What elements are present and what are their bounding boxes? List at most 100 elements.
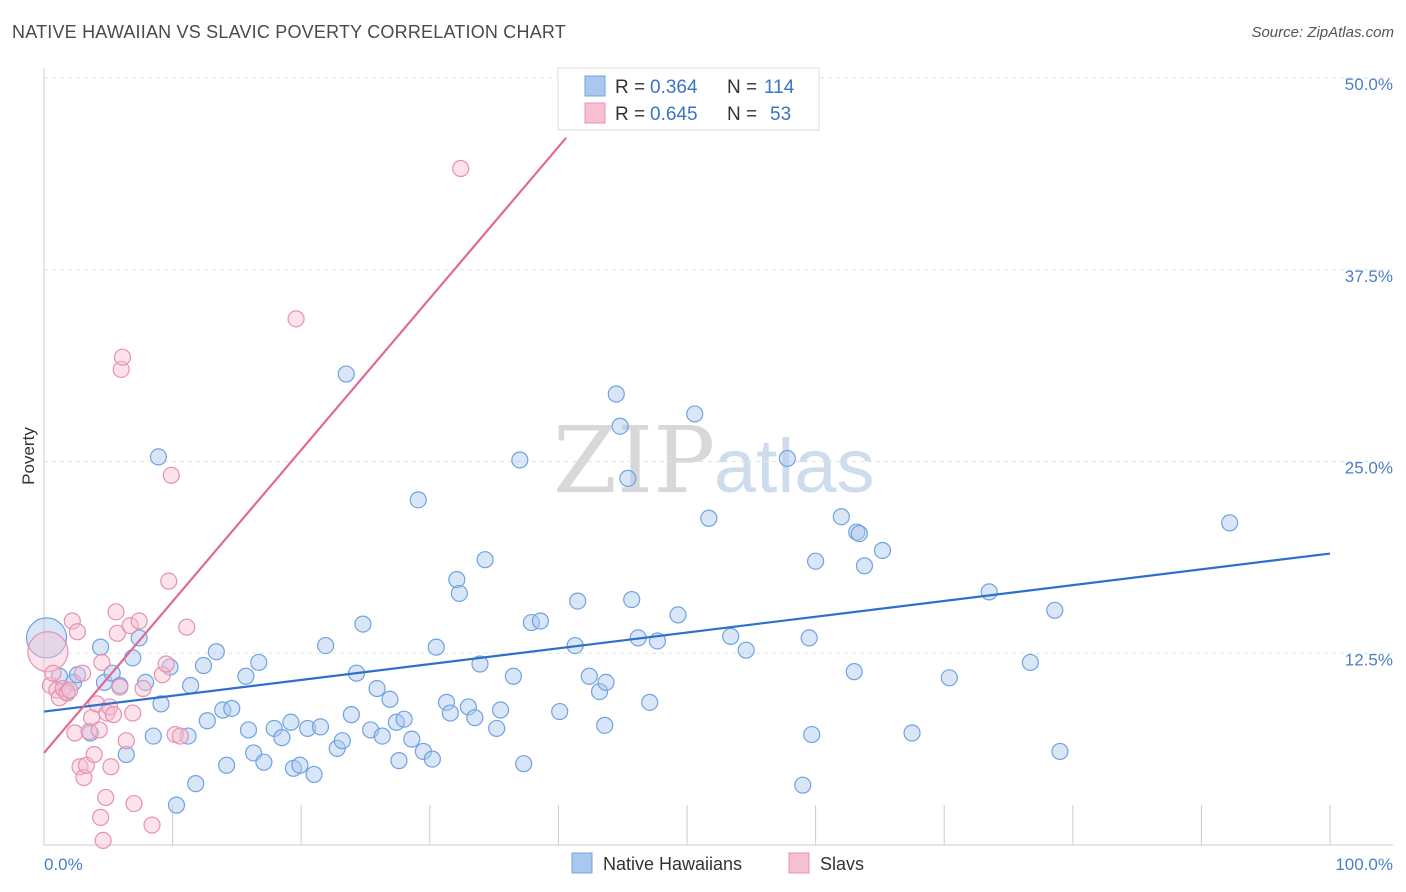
chart-title: NATIVE HAWAIIAN VS SLAVIC POVERTY CORREL…: [12, 22, 566, 42]
slavs-point: [162, 466, 180, 484]
native-hawaiian-point: [1221, 514, 1239, 532]
stats-legend: R = 0.364 N = 114 R = 0.645 N = 53: [557, 67, 820, 131]
y-tick-label-1: 25.0%: [1345, 459, 1393, 478]
native-hawaiian-point: [504, 667, 522, 685]
grid-lines: [44, 77, 1393, 654]
native-hawaiian-point: [207, 643, 225, 661]
native-hawaiian-point: [299, 719, 317, 738]
slavs-point: [143, 816, 161, 834]
native-hawaiian-point: [845, 663, 863, 681]
legend-n-label-1: N =: [727, 77, 757, 98]
slavs-point: [61, 681, 79, 699]
slavs-point: [117, 732, 135, 750]
native-hawaiian-point: [596, 716, 614, 734]
native-hawaiian-point: [381, 690, 399, 708]
native-hawaiian-point: [980, 583, 998, 601]
slavs-point: [134, 679, 152, 698]
legend-r-label-2: R =: [615, 104, 645, 125]
slavs-point: [97, 788, 115, 807]
slavs-point: [287, 310, 305, 328]
native-hawaiian-point: [91, 638, 110, 656]
native-hawaiian-point: [832, 508, 850, 526]
native-hawaiian-point: [305, 765, 323, 784]
native-hawaiian-point: [569, 592, 587, 610]
x-tick-label-1: 100.0%: [1335, 855, 1393, 874]
native-hawaiian-point: [607, 385, 625, 403]
legend-r-label-1: R =: [615, 77, 645, 98]
slavs-point: [93, 653, 111, 672]
native-hawaiian-point: [590, 682, 609, 701]
legend-swatch-pink: [584, 102, 606, 124]
native-hawaiian-point: [395, 710, 413, 728]
slavs-point: [153, 666, 171, 684]
series-native-hawaiians: [25, 365, 1239, 814]
native-hawaiian-point: [597, 673, 615, 691]
slavs-point: [111, 678, 129, 696]
native-hawaiian-point: [144, 727, 162, 745]
native-hawaiian-point: [466, 709, 484, 727]
native-hawaiian-point: [855, 557, 874, 575]
slavs-point: [58, 684, 76, 702]
native-hawaiian-point: [1021, 653, 1039, 672]
native-hawaiian-point: [194, 656, 213, 675]
legend-r-value-2: 0.645: [650, 104, 698, 125]
native-hawaiian-point: [409, 491, 427, 509]
bottom-legend-slavs: Slavs: [820, 854, 864, 874]
slavs-point: [125, 794, 143, 813]
native-hawaiian-point: [368, 679, 386, 698]
native-hawaiian-point: [117, 745, 135, 764]
native-hawaiian-point: [488, 719, 506, 738]
native-hawaiian-point: [237, 667, 255, 685]
native-hawaiian-point: [354, 615, 372, 633]
native-hawaiian-point: [619, 469, 637, 487]
bottom-legend-swatch-pink: [788, 852, 810, 874]
native-hawaiian-point: [423, 750, 441, 768]
slavs-point: [112, 360, 130, 379]
x-tick-label-0: 0.0%: [44, 855, 83, 874]
native-hawaiian-point: [611, 417, 629, 435]
native-hawaiian-point: [273, 729, 291, 747]
series-slavs: [27, 159, 470, 849]
native-hawaiian-point: [167, 796, 186, 814]
native-hawaiian-point: [182, 676, 200, 695]
native-hawaiian-point: [342, 706, 360, 724]
y-tick-label-3: 50.0%: [1345, 75, 1393, 94]
slavs-point: [102, 758, 120, 776]
native-hawaiian-point: [940, 669, 958, 687]
native-hawaiian-point: [25, 617, 68, 659]
native-hawaiian-point: [686, 405, 704, 423]
axes: [43, 68, 1393, 846]
native-hawaiian-point: [1046, 601, 1064, 619]
slavs-point: [178, 618, 196, 636]
native-hawaiian-point: [873, 541, 892, 560]
legend-n-value-2: 53: [770, 104, 791, 125]
native-hawaiian-point: [450, 584, 468, 603]
native-hawaiian-point: [511, 451, 529, 469]
bottom-legend-swatch-blue: [571, 852, 593, 874]
slavs-point: [44, 664, 62, 682]
legend-swatch-blue: [584, 75, 606, 97]
native-hawaiian-point: [373, 727, 391, 745]
slavs-point: [171, 727, 189, 745]
y-tick-label-2: 37.5%: [1345, 267, 1393, 286]
native-hawaiian-point: [198, 712, 216, 730]
native-hawaiian-point: [282, 713, 300, 731]
native-hawaiian-point: [187, 775, 205, 793]
x-tick-labels: 0.0% 100.0%: [44, 855, 1393, 874]
native-hawaiian-point: [124, 649, 142, 667]
native-hawaiian-point: [794, 776, 812, 794]
slavs-point: [124, 704, 142, 722]
slavs-point: [27, 631, 69, 673]
native-hawaiian-point: [737, 641, 755, 659]
native-hawaiian-point: [250, 653, 268, 672]
native-hawaiian-point: [531, 612, 549, 630]
slavs-point: [160, 572, 178, 590]
native-hawaiian-point: [700, 509, 718, 527]
slavs-point: [121, 617, 139, 635]
slavs-point: [452, 159, 470, 178]
native-hawaiian-point: [149, 448, 168, 466]
native-hawaiian-point: [291, 756, 309, 774]
native-hawaiian-point: [471, 655, 489, 673]
native-hawaiian-point: [800, 629, 818, 647]
slavs-point: [73, 664, 92, 682]
